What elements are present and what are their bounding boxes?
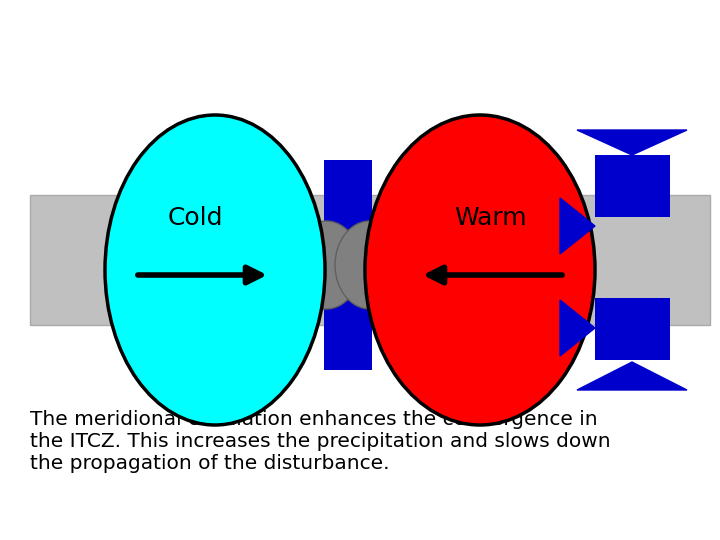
Polygon shape (560, 198, 595, 254)
Polygon shape (403, 233, 438, 297)
Bar (324, 160, 372, 370)
Ellipse shape (291, 221, 361, 309)
Bar (595, 298, 670, 360)
Text: Warm: Warm (454, 206, 526, 230)
Text: The meridional circulation enhances the convergence in
the ITCZ. This increases : The meridional circulation enhances the … (30, 410, 611, 473)
Bar (595, 155, 670, 217)
Polygon shape (560, 300, 595, 356)
Polygon shape (577, 362, 687, 390)
Text: Cold: Cold (167, 206, 222, 230)
Polygon shape (577, 130, 687, 155)
Polygon shape (258, 233, 293, 297)
Bar (293, 239, 403, 291)
Ellipse shape (105, 115, 325, 425)
Bar (30, 195, 710, 325)
Ellipse shape (335, 221, 405, 309)
Ellipse shape (365, 115, 595, 425)
